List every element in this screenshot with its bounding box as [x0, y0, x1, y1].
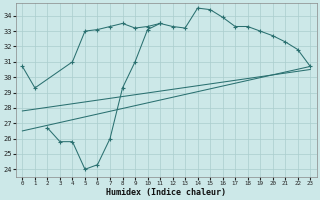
X-axis label: Humidex (Indice chaleur): Humidex (Indice chaleur) [106, 188, 226, 197]
